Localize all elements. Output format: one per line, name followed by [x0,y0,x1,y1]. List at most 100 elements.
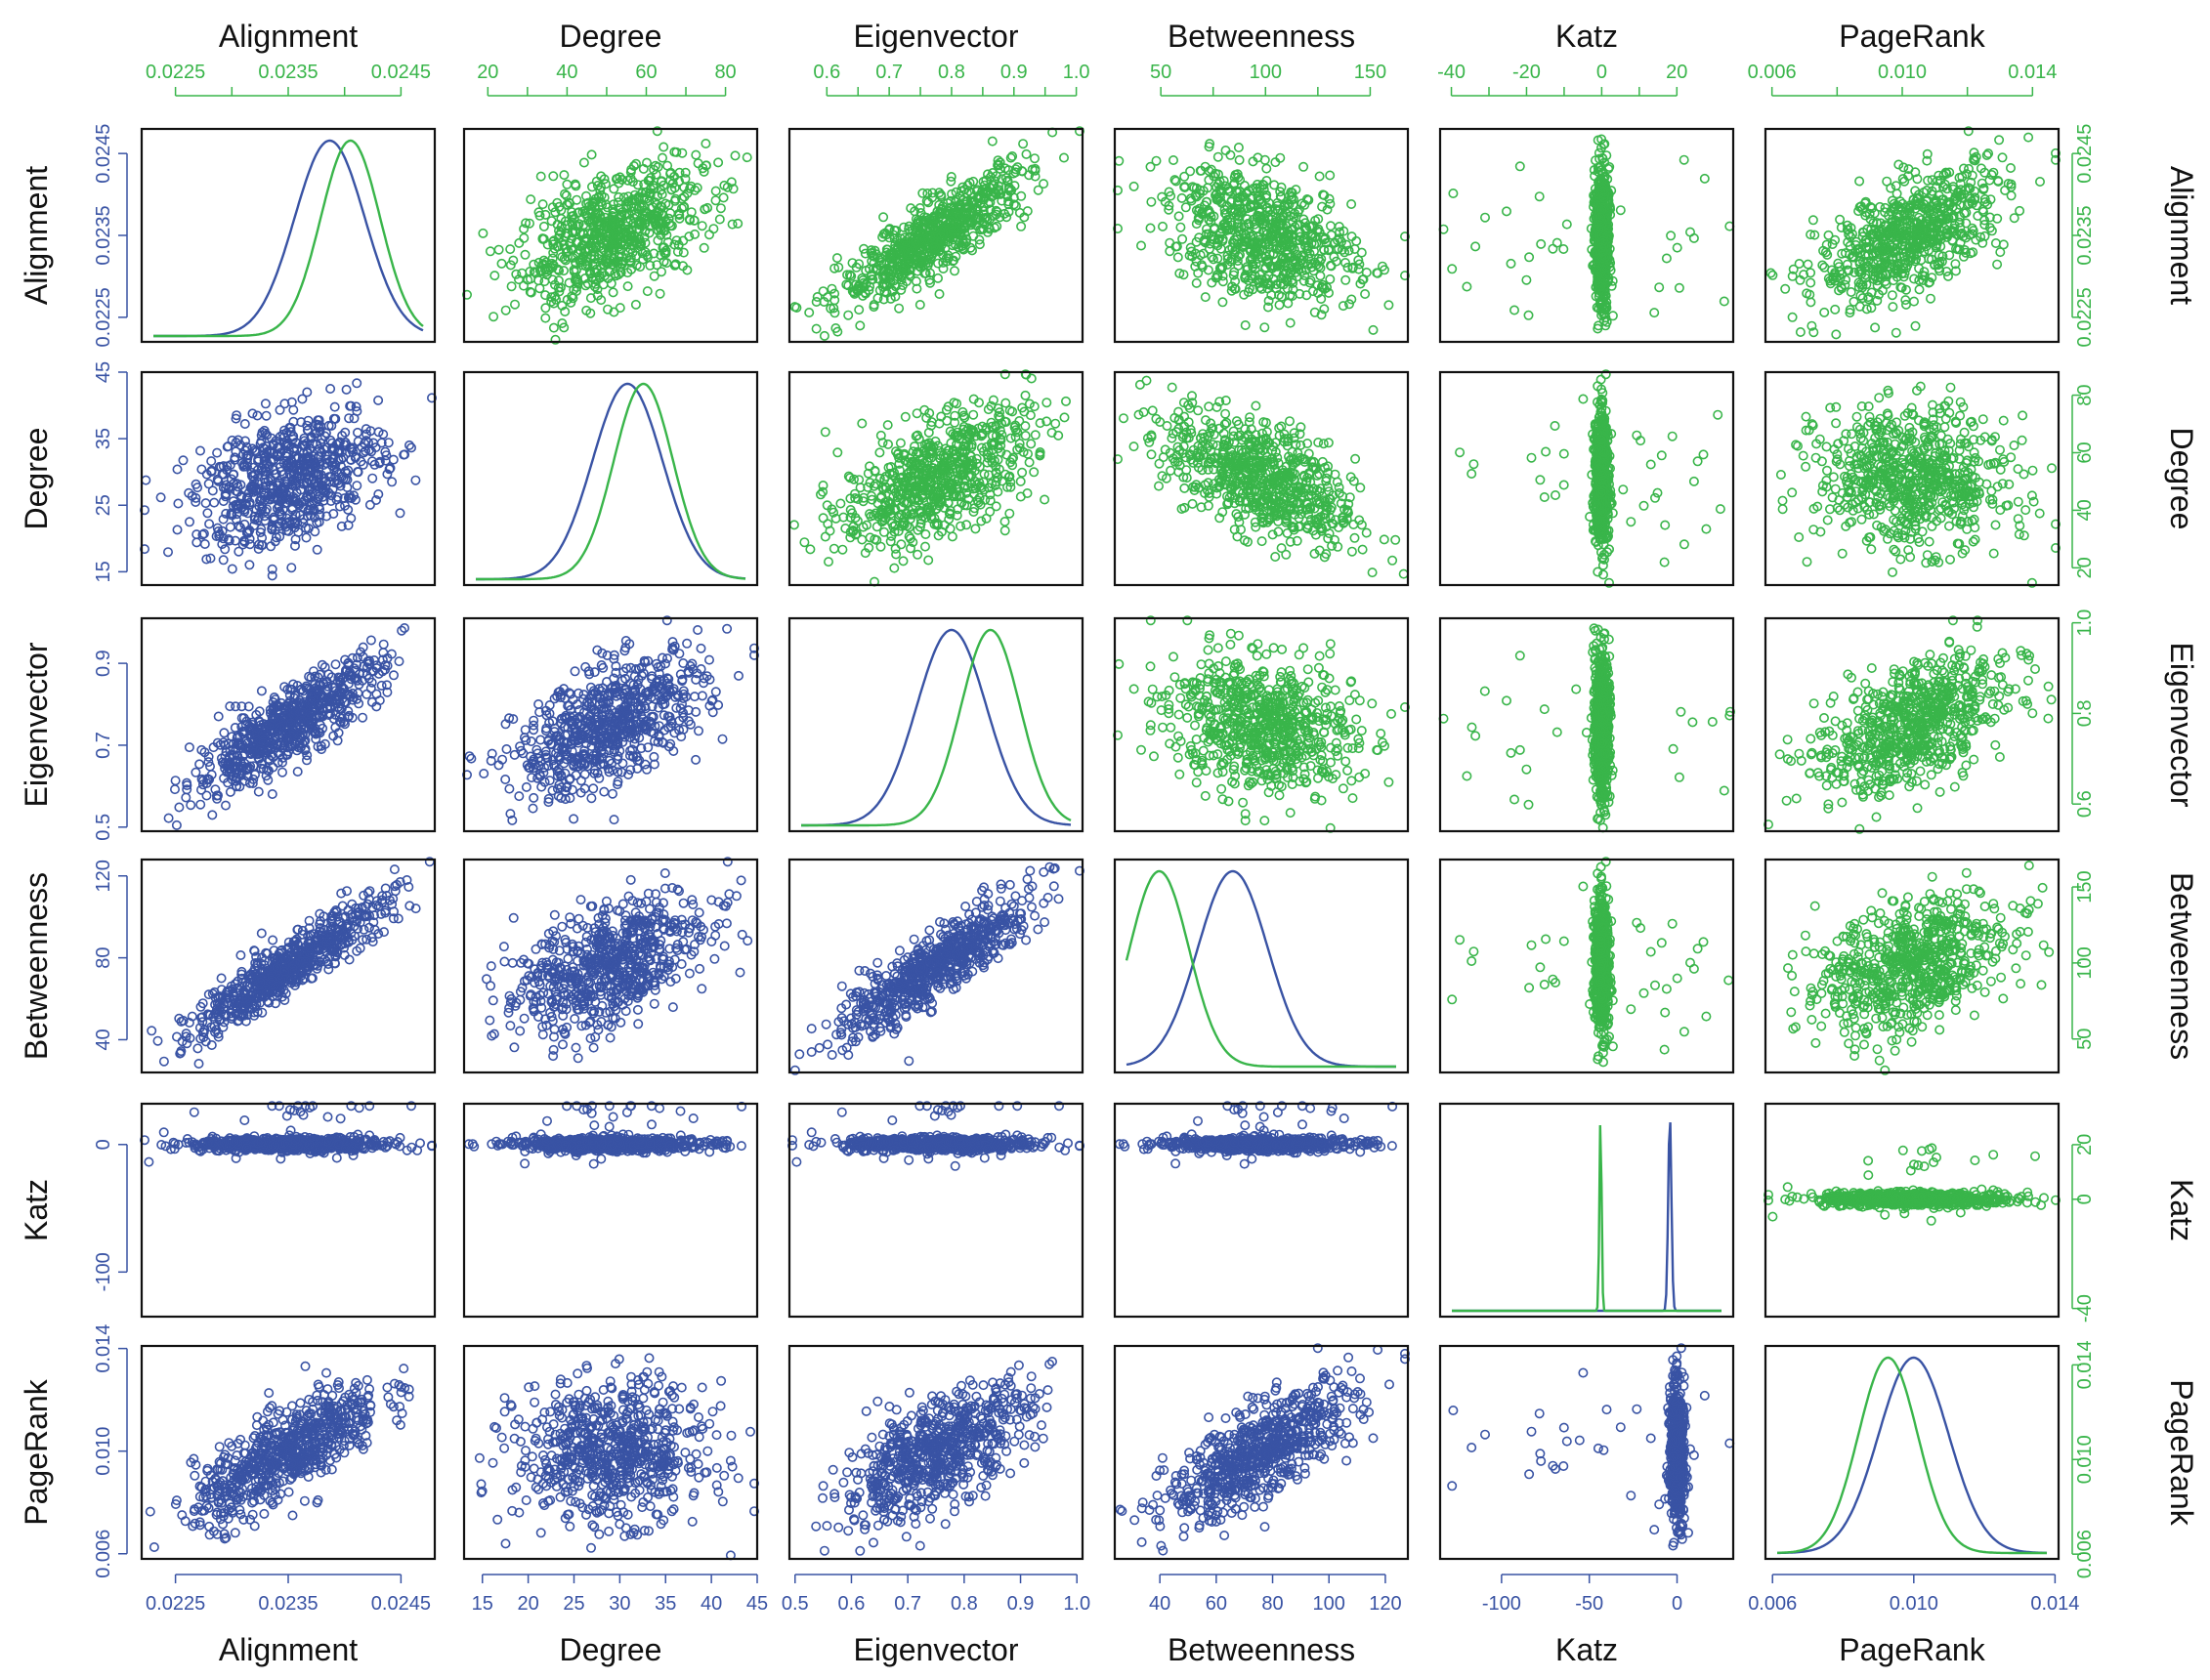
scatter-point [1857,293,1868,304]
scatter-point [552,219,563,230]
scatter-point [570,179,580,189]
left-tick-label: 120 [93,860,114,892]
scatter-point [1803,259,1813,270]
scatter-point [669,239,680,250]
scatter-point [652,126,662,137]
scatter-point [1509,305,1520,315]
scatter-point [1158,221,1169,231]
scatter-point [1017,467,1028,478]
scatter-point [496,258,507,269]
scatter-point [623,196,634,207]
bottom-tick-label: -50 [1575,1593,1603,1615]
scatter-point [141,475,151,485]
scatter-point [559,170,570,181]
scatter-point [582,260,593,271]
scatter-point [613,197,623,208]
bottom-variable-label: Betweenness [1168,1632,1355,1667]
scatter-point [537,233,548,244]
left-variable-label: Alignment [19,166,54,305]
scatter-point [1145,223,1156,233]
scatter-point [659,142,669,152]
scatter-point [589,281,600,292]
scatter-point [1448,189,1459,199]
scatter-point [1447,264,1458,274]
scatter-point [1024,457,1035,468]
scatter-point [560,306,571,316]
scatter-point [535,267,546,277]
scatter-point [225,522,235,532]
left-tick-label: 0 [93,1139,114,1150]
scatter-point [1470,241,1481,252]
scatter-point [1855,290,1866,301]
scatter-point [1061,396,1072,406]
left-tick-label: 15 [93,561,114,582]
scatter-point [1004,508,1015,519]
scatter-point [559,189,570,199]
scatter-point [642,250,653,261]
scatter-point [1787,312,1798,322]
left-tick-label: 0.0235 [93,205,114,265]
density-curve-green [476,382,746,581]
right-tick-label: 0.014 [2074,1340,2096,1389]
scatter-point [367,473,378,483]
scatter-point [609,184,619,194]
scatter-point [1041,398,1052,408]
scatter-point [1039,179,1049,189]
left-variable-label: Betweenness [19,872,54,1060]
scatter-point [185,517,195,527]
scatter-point [1000,398,1011,408]
scatter-point [895,438,906,448]
scatter-point [387,477,398,487]
scatter-point [987,136,998,147]
scatter-point [1654,282,1665,293]
left-variable-label: PageRank [19,1378,54,1525]
scatter-point [548,322,559,333]
right-tick-label: 0.0245 [2074,124,2096,184]
scatter-point [730,150,741,161]
left-tick-label: 0.014 [93,1324,114,1373]
scatter-point [1128,181,1139,191]
scatter-point [577,254,588,265]
scatter-point [511,269,522,279]
scatter-point [920,528,931,539]
scatter-point [553,232,564,243]
scatter-point [592,181,603,191]
bottom-tick-label: 0.7 [894,1593,921,1615]
scatter-point [652,260,662,271]
scatter-point [1699,173,1710,184]
scatter-point [630,299,641,310]
right-tick-label: 20 [2074,557,2096,578]
scatter-point [584,266,595,276]
bottom-variable-label: Katz [1555,1632,1618,1667]
scatter-point [556,205,567,216]
scatter-point [410,475,421,485]
panel-frame [140,127,437,344]
scatter-point [521,218,531,229]
right-tick-label: 100 [2074,946,2096,979]
scatter-point [592,284,603,295]
right-tick-label: 150 [2074,870,2096,903]
scatter-point [2006,163,2017,174]
scatter-point [1200,292,1211,303]
scatter-point [1040,494,1050,505]
top-tick-label: 60 [635,62,657,83]
scatter-point [1173,211,1184,222]
scatter-point [691,149,701,160]
scatter-point [155,492,166,503]
scatter-point [578,157,589,168]
scatter-point [302,387,313,398]
scatter-point [1649,308,1660,318]
top-tick-label: 0.8 [938,62,965,83]
scatter-point [685,184,696,194]
scatter-point [1891,327,1901,338]
scatter-point [603,220,614,231]
scatter-panel-degree-vs-alignment [140,378,437,581]
scatter-point [677,147,688,158]
scatter-point [657,208,667,219]
scatter-point [1325,170,1336,181]
scatter-point [172,464,183,475]
scatter-point [1806,277,1816,288]
scatter-point [518,280,529,291]
scatter-point [632,180,643,190]
